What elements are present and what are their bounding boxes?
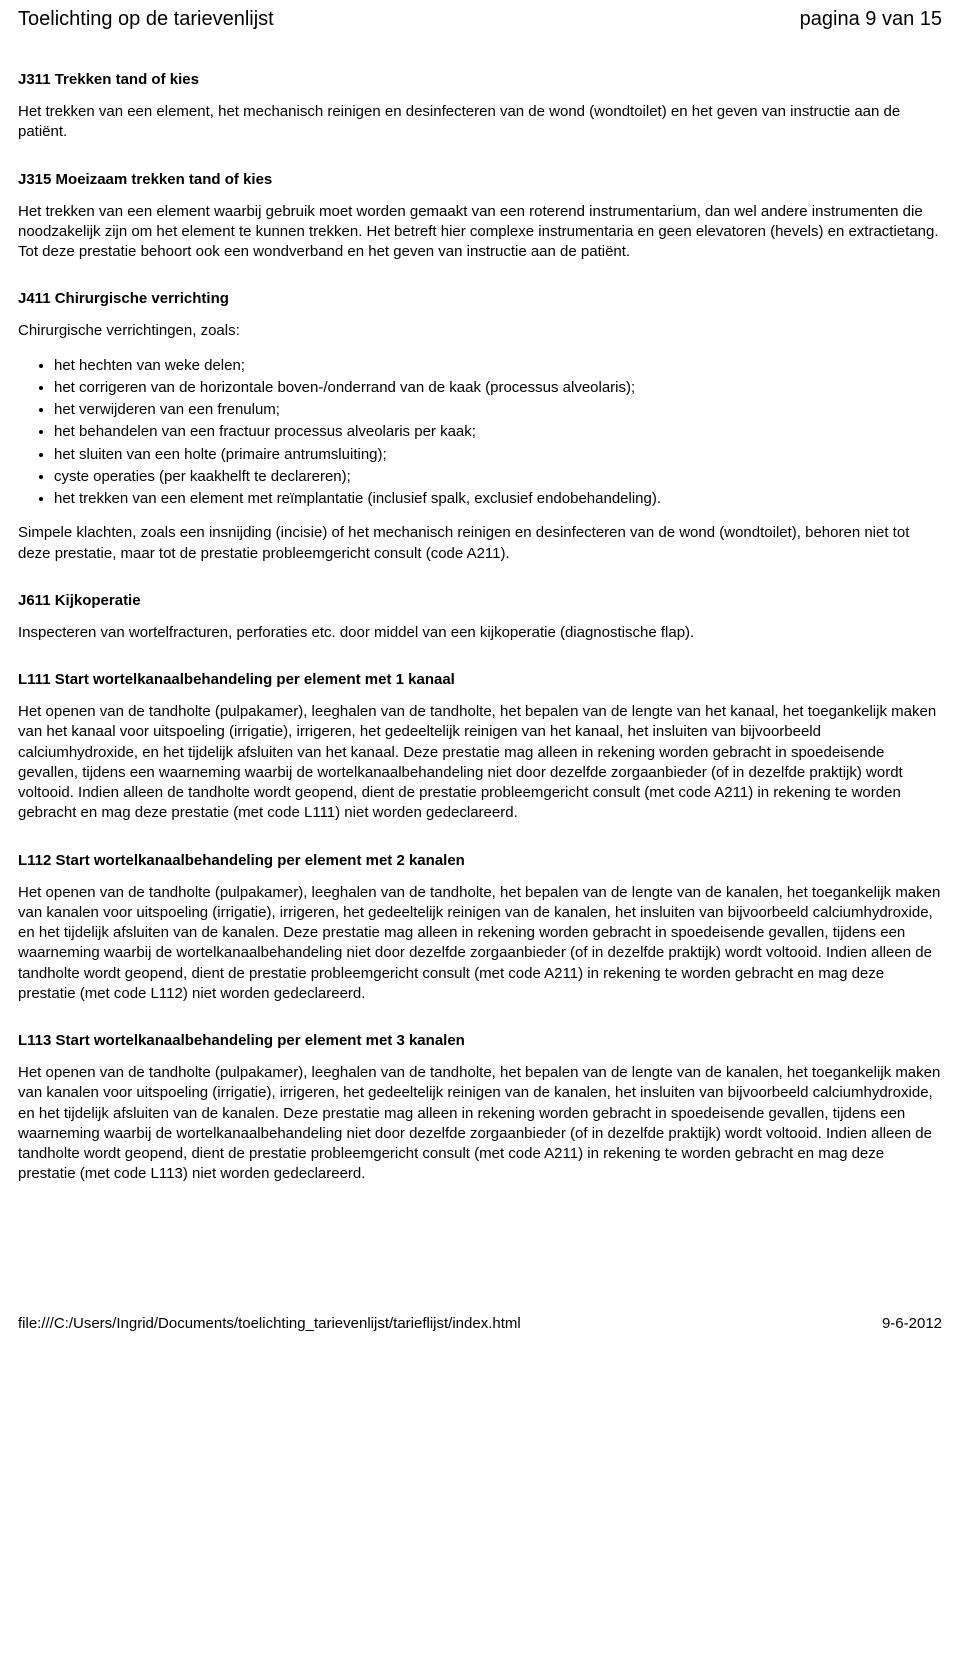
heading-l113: L113 Start wortelkanaalbehandeling per e… — [18, 1032, 942, 1049]
page-footer: file:///C:/Users/Ingrid/Documents/toelic… — [0, 1315, 960, 1340]
list-item: cyste operaties (per kaakhelft te declar… — [54, 467, 942, 487]
list-item: het trekken van een element met reïmplan… — [54, 489, 942, 509]
body-l112: Het openen van de tandholte (pulpakamer)… — [18, 883, 942, 1005]
body-j611: Inspecteren van wortelfracturen, perfora… — [18, 623, 942, 643]
intro-j411: Chirurgische verrichtingen, zoals: — [18, 321, 942, 341]
outro-j411: Simpele klachten, zoals een insnijding (… — [18, 523, 942, 564]
list-item: het hechten van weke delen; — [54, 356, 942, 376]
list-item: het behandelen van een fractuur processu… — [54, 422, 942, 442]
body-j315-1: Het trekken van een element waarbij gebr… — [18, 202, 942, 243]
body-j315-2: Tot deze prestatie behoort ook een wondv… — [18, 242, 942, 262]
section-l113: L113 Start wortelkanaalbehandeling per e… — [18, 1032, 942, 1185]
body-l113: Het openen van de tandholte (pulpakamer)… — [18, 1063, 942, 1185]
footer-date: 9-6-2012 — [882, 1315, 942, 1332]
heading-l111: L111 Start wortelkanaalbehandeling per e… — [18, 671, 942, 688]
list-item: het verwijderen van een frenulum; — [54, 400, 942, 420]
header-page-number: pagina 9 van 15 — [800, 8, 942, 31]
section-j311: J311 Trekken tand of kies Het trekken va… — [18, 71, 942, 143]
heading-l112: L112 Start wortelkanaalbehandeling per e… — [18, 852, 942, 869]
heading-j315: J315 Moeizaam trekken tand of kies — [18, 171, 942, 188]
page-header: Toelichting op de tarievenlijst pagina 9… — [18, 8, 942, 31]
document-page: Toelichting op de tarievenlijst pagina 9… — [0, 0, 960, 1245]
header-title: Toelichting op de tarievenlijst — [18, 8, 274, 31]
bullets-j411: het hechten van weke delen; het corriger… — [18, 356, 942, 510]
heading-j311: J311 Trekken tand of kies — [18, 71, 942, 88]
list-item: het corrigeren van de horizontale boven-… — [54, 378, 942, 398]
section-l112: L112 Start wortelkanaalbehandeling per e… — [18, 852, 942, 1005]
heading-j411: J411 Chirurgische verrichting — [18, 290, 942, 307]
heading-j611: J611 Kijkoperatie — [18, 592, 942, 609]
list-item: het sluiten van een holte (primaire antr… — [54, 445, 942, 465]
section-l111: L111 Start wortelkanaalbehandeling per e… — [18, 671, 942, 824]
body-j311: Het trekken van een element, het mechani… — [18, 102, 942, 143]
section-j315: J315 Moeizaam trekken tand of kies Het t… — [18, 171, 942, 263]
body-l111: Het openen van de tandholte (pulpakamer)… — [18, 702, 942, 824]
section-j411: J411 Chirurgische verrichting Chirurgisc… — [18, 290, 942, 564]
section-j611: J611 Kijkoperatie Inspecteren van wortel… — [18, 592, 942, 643]
footer-path: file:///C:/Users/Ingrid/Documents/toelic… — [18, 1315, 521, 1332]
